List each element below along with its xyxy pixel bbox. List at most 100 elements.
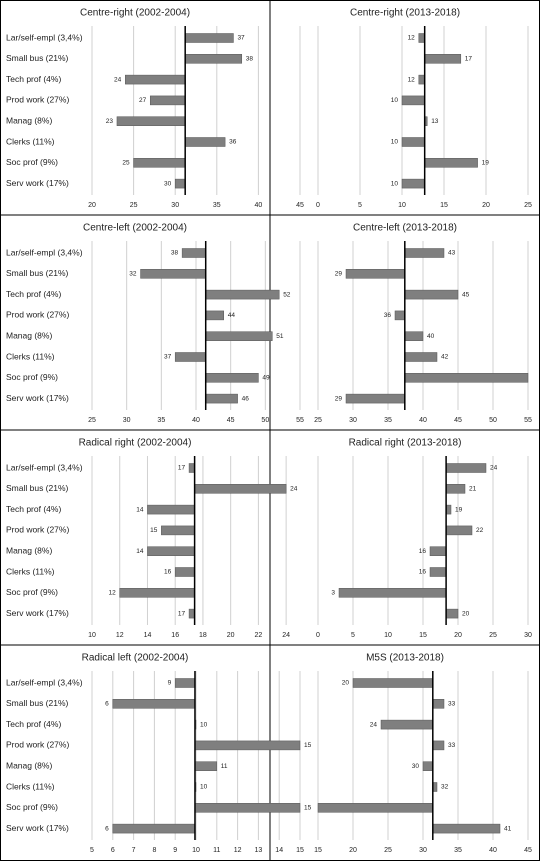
bar (401, 178, 425, 189)
value-label: 21 (469, 486, 477, 493)
bar (345, 393, 406, 404)
bar (445, 525, 473, 536)
category-label: Clerks (11%) (6, 781, 55, 791)
bar (401, 95, 425, 106)
value-label: 16 (164, 569, 172, 576)
value-label: 17 (178, 610, 186, 617)
x-tick-label: 10 (384, 632, 392, 639)
category-label: Manag (8%) (6, 115, 52, 125)
bar (345, 269, 406, 279)
value-label: 6 (105, 825, 109, 832)
x-tick-label: 25 (489, 632, 497, 639)
x-tick-label: 15 (296, 847, 304, 854)
value-label: 40 (427, 333, 435, 340)
x-tick-label: 30 (123, 417, 131, 424)
bar (394, 310, 406, 321)
x-tick-label: 35 (384, 417, 392, 424)
bar (161, 525, 195, 536)
panel-title: Radical right (2002-2004) (79, 438, 192, 449)
value-label: 37 (164, 354, 172, 361)
x-tick-label: 15 (419, 632, 427, 639)
x-tick-label: 25 (384, 847, 392, 854)
x-tick-label: 55 (524, 417, 532, 424)
value-label: 3 (331, 590, 335, 597)
bar (317, 803, 434, 813)
value-label: 29 (335, 271, 343, 278)
x-tick-label: 10 (88, 632, 96, 639)
bar (116, 116, 186, 126)
value-label: 43 (448, 250, 456, 257)
category-label: Clerks (11%) (6, 136, 55, 146)
category-label: Lar/self-empl (3,4%) (6, 677, 83, 687)
bar (194, 484, 287, 494)
category-label: Tech prof (4%) (6, 289, 61, 299)
panel-title: Radical left (2002-2004) (82, 653, 189, 664)
value-label: 17 (465, 56, 473, 63)
category-label: Serv work (17%) (6, 393, 69, 403)
value-label: 10 (391, 97, 399, 104)
bar (147, 504, 195, 515)
bar (418, 33, 425, 43)
value-label: 33 (448, 742, 456, 749)
value-label: 52 (283, 291, 291, 298)
x-tick-label: 9 (173, 847, 177, 854)
x-tick-label: 5 (351, 632, 355, 639)
bar (174, 678, 196, 688)
value-label: 19 (482, 160, 490, 167)
bar (184, 54, 243, 64)
category-label: Lar/self-empl (3,4%) (6, 32, 83, 42)
category-label: Small bus (21%) (6, 483, 69, 493)
value-label: 14 (136, 548, 144, 555)
bar (429, 567, 447, 577)
category-label: Clerks (11%) (6, 566, 55, 576)
category-label: Tech prof (4%) (6, 74, 61, 84)
category-label: Soc prof (9%) (6, 587, 58, 597)
bar (432, 699, 445, 709)
value-label: 30 (412, 763, 420, 770)
bar (194, 761, 218, 771)
bar (404, 352, 438, 362)
bar (184, 33, 234, 43)
x-tick-label: 45 (227, 417, 235, 424)
value-label: 24 (290, 486, 298, 493)
bar (133, 158, 186, 168)
x-tick-label: 45 (454, 417, 462, 424)
x-tick-label: 7 (132, 847, 136, 854)
bar (401, 137, 425, 147)
category-label: Soc prof (9%) (6, 802, 58, 812)
category-label: Clerks (11%) (6, 351, 55, 361)
bar (205, 310, 224, 321)
category-label: Soc prof (9%) (6, 372, 58, 382)
bar (174, 352, 206, 362)
value-label: 30 (164, 180, 172, 187)
x-tick-label: 30 (171, 202, 179, 209)
x-tick-label: 15 (314, 847, 322, 854)
value-label: 12 (408, 35, 416, 42)
bar (174, 567, 195, 577)
bar (147, 546, 195, 556)
x-tick-label: 20 (88, 202, 96, 209)
x-tick-label: 30 (349, 417, 357, 424)
x-tick-label: 35 (157, 417, 165, 424)
bar (188, 463, 195, 473)
bar (125, 74, 186, 85)
value-label: 10 (200, 721, 208, 728)
bar (119, 588, 195, 598)
category-label: Prod work (27%) (6, 740, 69, 750)
bar (149, 95, 186, 106)
bar (205, 289, 280, 300)
value-label: 36 (384, 312, 392, 319)
bar (112, 699, 196, 709)
x-tick-label: 5 (90, 847, 94, 854)
bar (429, 546, 447, 556)
category-label: Small bus (21%) (6, 268, 69, 278)
x-tick-label: 30 (419, 847, 427, 854)
value-label: 32 (129, 271, 137, 278)
bar (432, 740, 445, 751)
panel-title: Centre-left (2002-2004) (83, 223, 187, 234)
x-tick-label: 14 (275, 847, 283, 854)
value-label: 42 (441, 354, 449, 361)
panel-title: Centre-right (2013-2018) (350, 8, 460, 19)
x-tick-label: 20 (454, 632, 462, 639)
value-label: 32 (441, 784, 449, 791)
